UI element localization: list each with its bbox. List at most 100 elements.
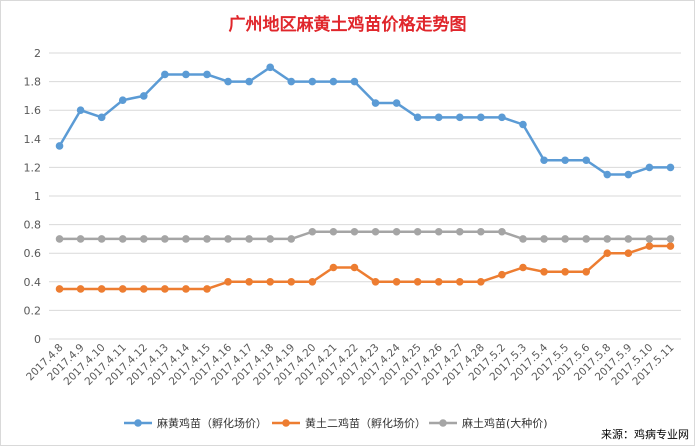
y-tick-label: 0.6 xyxy=(24,247,42,260)
data-point xyxy=(245,78,253,86)
data-point xyxy=(498,271,506,279)
x-axis-ticks: 2017.4.82017.4.92017.4.102017.4.112017.4… xyxy=(24,341,676,388)
data-point xyxy=(435,278,443,286)
data-point xyxy=(161,71,169,79)
data-point xyxy=(309,278,317,286)
data-point xyxy=(203,285,211,293)
legend-label: 黄土二鸡苗（孵化场价） xyxy=(305,416,426,430)
data-point xyxy=(351,78,359,86)
y-tick-label: 1 xyxy=(34,190,41,203)
data-point xyxy=(582,268,590,276)
data-point xyxy=(98,285,106,293)
data-point xyxy=(224,78,232,86)
data-point xyxy=(646,235,654,243)
y-axis-ticks: 0 0.2 0.4 0.6 0.8 1 1.2 1.4 1.6 1.8 2 xyxy=(24,47,42,346)
legend-entry: 麻土鸡苗(大种价) xyxy=(429,416,548,430)
y-tick-label: 0.4 xyxy=(24,276,42,289)
data-point xyxy=(98,114,106,122)
data-point xyxy=(98,235,106,243)
series-line xyxy=(60,67,671,174)
data-point xyxy=(119,235,127,243)
data-point xyxy=(77,235,85,243)
data-point xyxy=(561,156,569,164)
legend-entry: 麻黄鸡苗（孵化场价） xyxy=(124,416,267,430)
y-tick-label: 0.2 xyxy=(24,304,42,317)
data-point xyxy=(287,78,295,86)
series-line xyxy=(60,232,671,239)
data-point xyxy=(393,278,401,286)
legend-label: 麻土鸡苗(大种价) xyxy=(462,416,548,430)
data-point xyxy=(540,268,548,276)
legend-marker xyxy=(134,419,142,427)
line-chart: 00.20.40.60.811.21.41.61.82 2017.4.82017… xyxy=(0,0,695,446)
data-point xyxy=(224,278,232,286)
data-point xyxy=(646,242,654,250)
series-1 xyxy=(56,64,675,179)
data-point xyxy=(203,71,211,79)
series-3 xyxy=(56,228,675,243)
data-point xyxy=(330,78,338,86)
data-point xyxy=(119,96,127,104)
data-point xyxy=(351,228,359,236)
data-point xyxy=(582,156,590,164)
data-point xyxy=(456,114,464,122)
data-point xyxy=(140,235,148,243)
data-point xyxy=(119,285,127,293)
data-point xyxy=(56,235,64,243)
data-point xyxy=(519,121,527,129)
data-point xyxy=(646,164,654,172)
data-point xyxy=(330,228,338,236)
data-point xyxy=(477,228,485,236)
y-tick-label: 1.6 xyxy=(24,104,42,117)
data-point xyxy=(414,278,422,286)
y-tick-label: 1.2 xyxy=(24,161,42,174)
legend-marker xyxy=(439,419,447,427)
data-point xyxy=(625,235,633,243)
source-note: 来源：鸡病专业网 xyxy=(601,426,689,442)
data-point xyxy=(266,64,274,72)
data-point xyxy=(287,235,295,243)
data-point xyxy=(519,235,527,243)
data-point xyxy=(561,268,569,276)
data-point xyxy=(161,285,169,293)
y-tick-label: 1.4 xyxy=(24,133,42,146)
data-point xyxy=(287,278,295,286)
data-point xyxy=(77,106,85,114)
data-point xyxy=(540,156,548,164)
data-point xyxy=(603,171,611,179)
data-point xyxy=(603,235,611,243)
data-point xyxy=(393,99,401,107)
data-point xyxy=(667,242,675,250)
data-point xyxy=(435,228,443,236)
data-point xyxy=(351,264,359,272)
data-point xyxy=(330,264,338,272)
data-point xyxy=(245,278,253,286)
data-point xyxy=(667,164,675,172)
data-point xyxy=(56,142,64,150)
data-point xyxy=(625,171,633,179)
data-point xyxy=(561,235,569,243)
data-point xyxy=(519,264,527,272)
data-point xyxy=(372,278,380,286)
data-point xyxy=(667,235,675,243)
data-point xyxy=(140,285,148,293)
data-point xyxy=(498,114,506,122)
data-point xyxy=(540,235,548,243)
data-point xyxy=(456,278,464,286)
y-tick-label: 2 xyxy=(34,47,41,60)
data-point xyxy=(182,285,190,293)
legend-entry: 黄土二鸡苗（孵化场价） xyxy=(272,416,426,430)
data-point xyxy=(372,228,380,236)
series-line xyxy=(60,246,671,289)
legend-label: 麻黄鸡苗（孵化场价） xyxy=(157,416,267,430)
data-point xyxy=(309,228,317,236)
data-point xyxy=(245,235,253,243)
y-tick-label: 1.8 xyxy=(24,76,42,89)
data-point xyxy=(477,278,485,286)
y-tick-label: 0.8 xyxy=(24,219,42,232)
data-point xyxy=(56,285,64,293)
data-point xyxy=(603,249,611,257)
data-point xyxy=(477,114,485,122)
data-point xyxy=(393,228,401,236)
legend: 麻黄鸡苗（孵化场价） 黄土二鸡苗（孵化场价） 麻土鸡苗(大种价) xyxy=(124,416,548,430)
